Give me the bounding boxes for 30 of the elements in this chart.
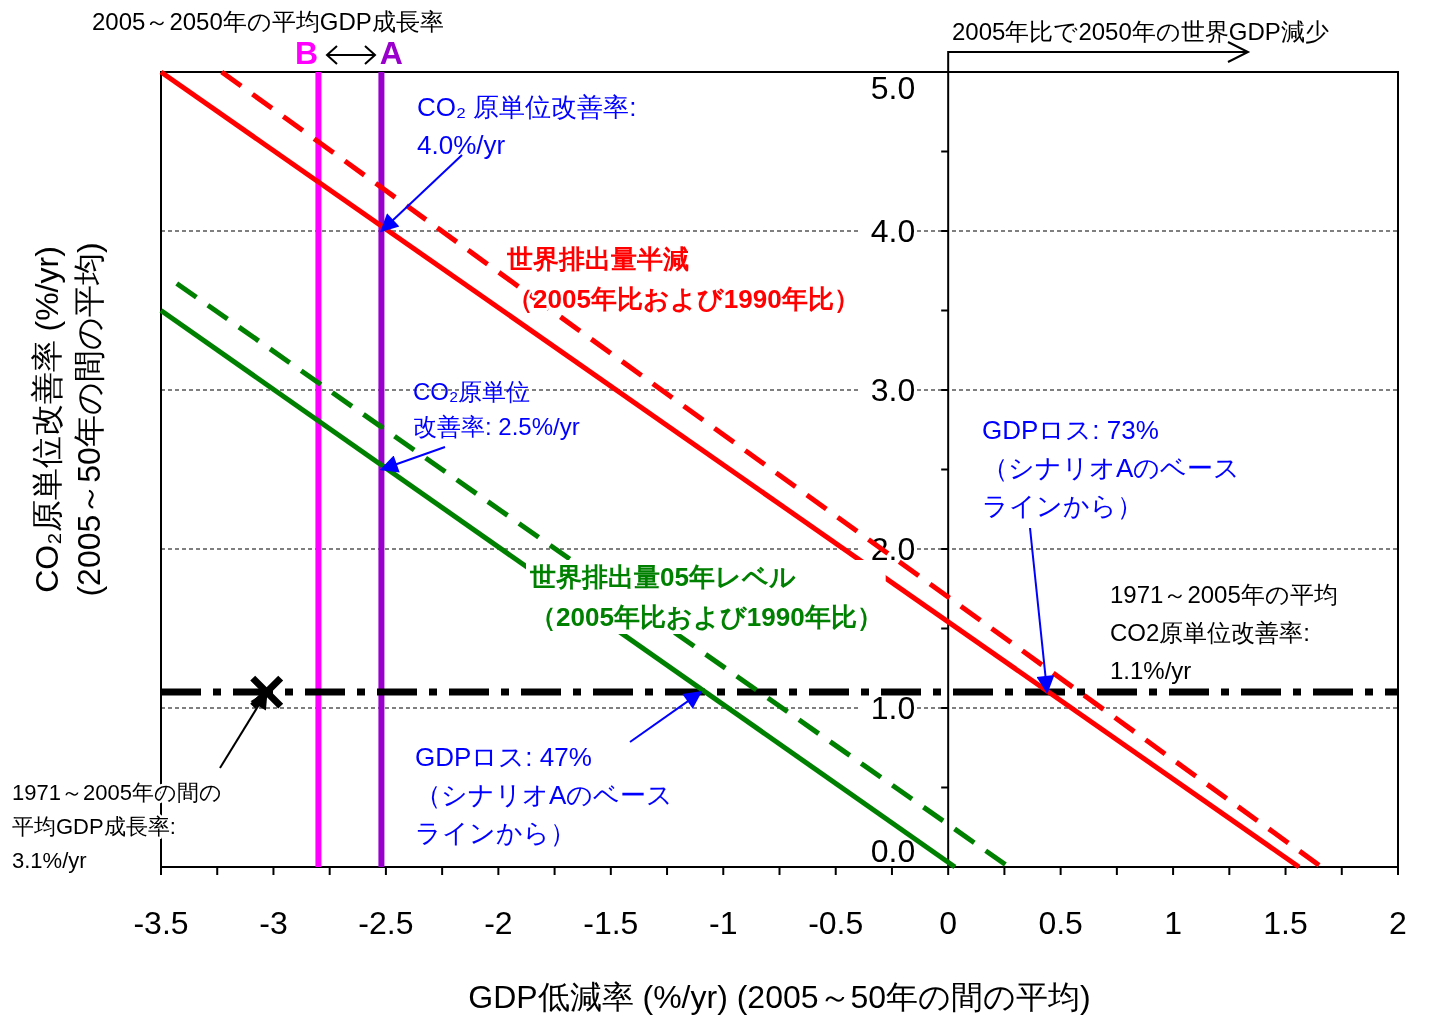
x-axis-title: GDP低減率 (%/yr) (2005～50年の間の平均) <box>468 979 1091 1015</box>
annotation: GDPロス: 47% （シナリオAのベースラインから） <box>415 742 674 848</box>
x-tick-label: -1.5 <box>583 905 639 941</box>
x-tick-label: 1 <box>1164 905 1182 941</box>
x-tick-label: -3 <box>259 905 288 941</box>
x-tick-label: -0.5 <box>808 905 864 941</box>
x-tick-label: -2.5 <box>358 905 414 941</box>
ref-line-label: 1971～2005年の平均 CO2原単位改善率: 1.1%/yr <box>1110 581 1338 684</box>
x-tick-label: 0 <box>939 905 958 941</box>
annotation: CO₂原単位改善率: 2.5%/yr <box>413 378 580 440</box>
annotation: CO₂ 原単位改善率: 4.0%/yr <box>417 92 637 160</box>
x-tick-label: -3.5 <box>133 905 189 941</box>
y-tick-label: 1.0 <box>870 690 916 726</box>
x-tick-label: -1 <box>709 905 738 941</box>
annotation: 世界排出量05年レベル（2005年比および1990年比） <box>529 562 883 632</box>
annotation: GDPロス: 73% （シナリオAのベースラインから） <box>982 415 1241 521</box>
y-axis-title: CO₂原単位改善率 (%/yr) (2005～50年の間の平均) <box>29 242 107 597</box>
annotation: 世界排出量半減（2005年比および1990年比） <box>506 244 860 314</box>
ref-line-label: B <box>294 35 318 71</box>
x-tick-label: -2 <box>484 905 513 941</box>
text: 2005～2050年の平均GDP成長率 <box>92 8 444 35</box>
y-tick-label: 3.0 <box>870 372 916 408</box>
y-tick-label: 0.0 <box>870 833 916 869</box>
y-tick-label: 4.0 <box>870 213 916 249</box>
text: 2005年比で2050年の世界GDP減少 <box>952 18 1329 45</box>
y-tick-label: 5.0 <box>870 70 916 106</box>
x-tick-label: 2 <box>1389 905 1407 941</box>
x-tick-label: 0.5 <box>1038 905 1083 941</box>
x-tick-label: 1.5 <box>1263 905 1308 941</box>
ref-line-label: A <box>379 35 403 71</box>
